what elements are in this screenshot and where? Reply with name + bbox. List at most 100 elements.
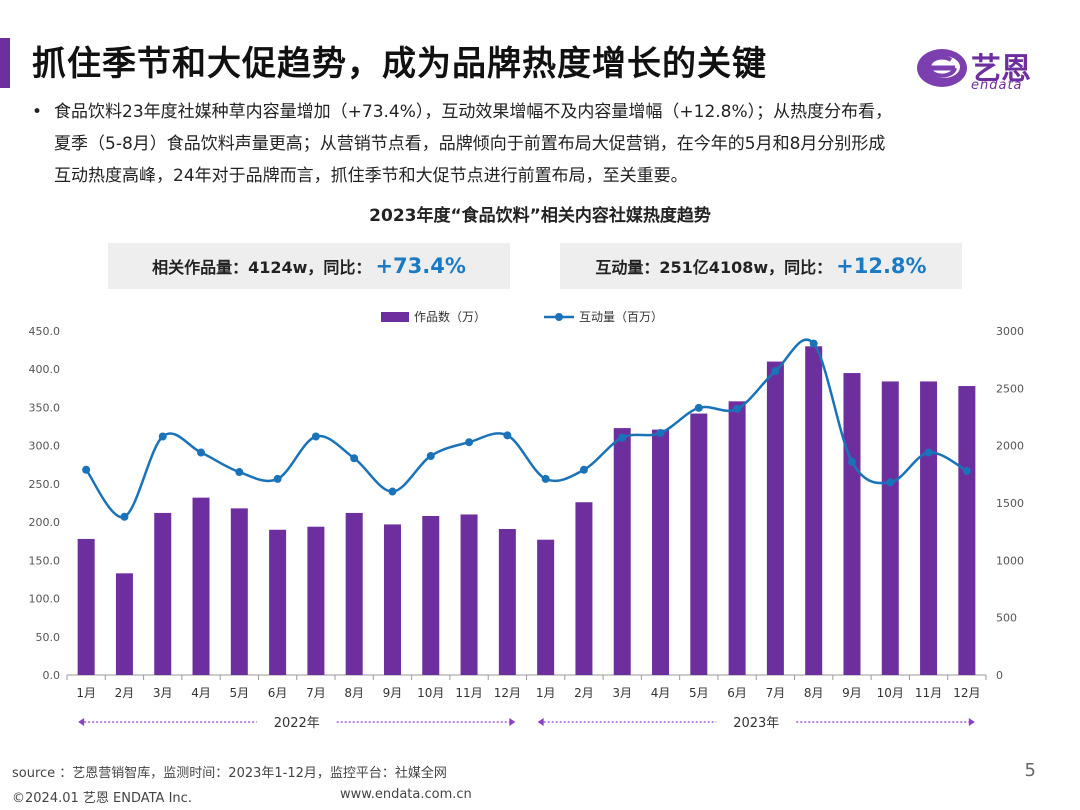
works-stat-box: 相关作品量：4124w，同比： +73.4% [108,243,510,289]
x-tick-label: 1月 [76,686,96,700]
bar-works-1 [77,538,95,675]
interaction-point-12 [503,431,512,440]
x-tick-label: 2月 [115,686,135,700]
interaction-point-18 [733,404,742,413]
x-tick-label: 9月 [842,686,862,700]
interaction-point-2 [120,512,129,521]
x-tick-label: 7月 [306,686,326,700]
x-tick-label: 4月 [191,686,211,700]
endata-logo-icon [917,49,967,87]
y-right-tick-label: 1500 [996,497,1024,510]
interaction-point-13 [541,474,550,483]
bar-works-8 [345,512,363,675]
y-left-tick-label: 400.0 [29,363,61,376]
y-left-tick-label: 450.0 [29,325,61,338]
legend-line-label: 互动量（百万） [579,310,663,324]
legend-line-marker [555,313,563,321]
bar-works-24 [958,386,976,675]
bar-works-11 [460,514,478,675]
y-right-tick-label: 2000 [996,440,1024,453]
bar-works-18 [728,401,746,675]
y-left-tick-label: 350.0 [29,401,61,414]
y-left-tick-label: 250.0 [29,478,61,491]
bar-works-4 [192,497,210,675]
interaction-point-20 [809,339,818,348]
year-bracket-arrow-left [78,718,85,726]
x-tick-label: 4月 [651,686,671,700]
year-label-1: 2022年 [274,716,320,731]
y-right-tick-label: 1000 [996,554,1024,567]
y-left-tick-label: 50.0 [36,631,61,644]
x-tick-label: 10月 [417,686,444,700]
bar-works-15 [613,428,631,675]
bar-works-23 [920,381,938,675]
y-left-tick-label: 150.0 [29,554,61,567]
interaction-point-15 [618,433,627,442]
x-tick-label: 12月 [494,686,521,700]
footer-website[interactable]: www.endata.com.cn [340,787,472,802]
y-right-tick-label: 0 [996,669,1003,682]
x-tick-label: 11月 [915,686,942,700]
footer-source: source ：艺恩营销智库，监测时间：2023年1-12月，监控平台：社媒全网 [12,766,447,781]
logo-english-text: endata [971,78,1023,93]
x-tick-label: 5月 [229,686,249,700]
bar-works-16 [652,429,670,675]
interaction-point-19 [771,367,780,376]
interaction-point-9 [388,487,397,496]
x-tick-label: 1月 [536,686,556,700]
interaction-point-7 [311,432,320,441]
y-left-tick-label: 200.0 [29,516,61,529]
interaction-point-8 [350,454,359,463]
interaction-point-3 [158,432,167,441]
interaction-point-21 [847,457,856,466]
interaction-point-17 [694,403,703,412]
chart-title: 2023年度“食品饮料”相关内容社媒热度趋势 [369,206,711,226]
interaction-stat-label: 互动量：251亿4108w，同比： [595,258,833,277]
logo-chinese-text: 艺恩 [971,52,1031,87]
bar-works-21 [843,373,861,675]
interaction-point-14 [579,465,588,474]
interaction-point-11 [465,438,474,447]
bar-works-14 [575,502,593,675]
year-bracket-arrow-right [968,718,975,726]
x-tick-label: 3月 [612,686,632,700]
x-tick-label: 2月 [574,686,594,700]
footer-copyright: ©2024.01 艺恩 ENDATA Inc. [12,791,192,806]
interaction-point-16 [656,429,665,438]
interaction-point-10 [426,451,435,460]
x-tick-label: 11月 [455,686,482,700]
bar-works-7 [307,526,325,675]
y-right-tick-label: 2500 [996,382,1024,395]
title-accent-bar [0,38,10,88]
works-stat-value: +73.4% [375,254,466,278]
summary-text: 食品饮料23年度社媒种草内容量增加（+73.4%），互动效果增幅不及内容量增幅（… [54,102,893,186]
year-bracket-arrow-right [509,718,516,726]
bar-works-2 [115,573,133,675]
bar-works-3 [154,512,172,675]
interaction-stat-value: +12.8% [836,254,927,278]
legend-bar-label: 作品数（万） [414,309,486,324]
bar-works-19 [766,361,784,675]
x-tick-label: 7月 [766,686,786,700]
endata-logo: 艺恩 endata [915,44,1040,96]
works-stat-label: 相关作品量：4124w，同比： [152,258,372,277]
interaction-point-6 [273,474,282,483]
x-tick-label: 6月 [268,686,288,700]
y-right-tick-label: 3000 [996,325,1024,338]
interaction-point-23 [924,448,933,457]
x-tick-label: 9月 [383,686,403,700]
interaction-point-4 [197,448,206,457]
interaction-point-22 [886,478,895,487]
x-tick-label: 3月 [153,686,173,700]
x-tick-label: 8月 [344,686,364,700]
interaction-point-24 [962,466,971,475]
bar-works-20 [805,346,823,675]
bar-works-9 [383,524,401,675]
y-left-tick-label: 100.0 [29,593,61,606]
bar-works-13 [537,539,555,675]
page-number: 5 [1024,760,1036,781]
y-right-tick-label: 500 [996,612,1017,625]
interaction-point-5 [235,468,244,477]
interaction-stat-box: 互动量：251亿4108w，同比： +12.8% [560,243,962,289]
page-title: 抓住季节和大促趋势，成为品牌热度增长的关键 [32,44,767,84]
